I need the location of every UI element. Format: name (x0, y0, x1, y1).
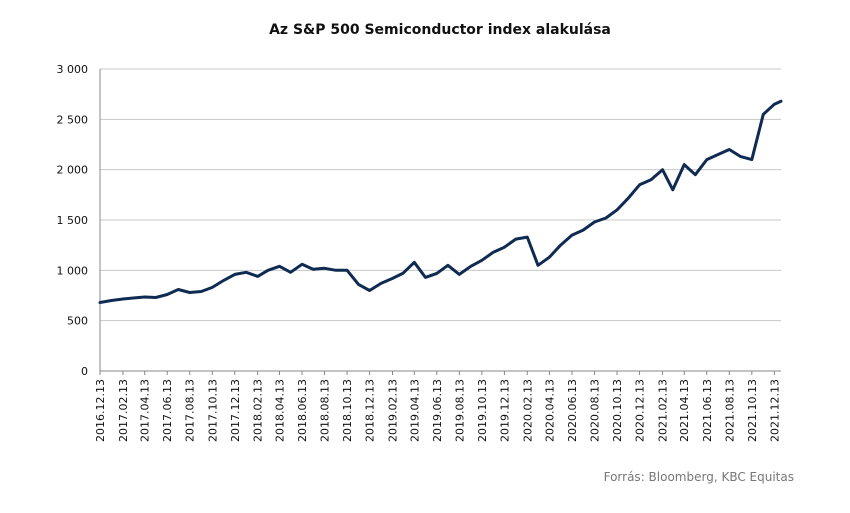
x-tick-label: 2018.04.13 (273, 379, 286, 442)
x-tick-label: 2019.12.13 (498, 379, 511, 442)
x-tick-label: 2018.10.13 (341, 379, 354, 442)
x-tick-label: 2020.02.13 (521, 379, 534, 442)
y-tick-label: 0 (81, 365, 88, 378)
y-tick-label: 1 000 (57, 264, 89, 277)
x-tick-label: 2021.08.13 (723, 379, 736, 442)
axes (99, 69, 781, 372)
x-tick-label: 2020.06.13 (566, 379, 579, 442)
x-tick-label: 2021.12.13 (768, 379, 781, 442)
x-tick-label: 2017.06.13 (161, 379, 174, 442)
x-tick-label: 2017.04.13 (139, 379, 152, 442)
x-tick-label: 2020.10.13 (611, 379, 624, 442)
x-tick-label: 2021.10.13 (746, 379, 759, 442)
x-tick-label: 2021.06.13 (701, 379, 714, 442)
x-tick-label: 2021.04.13 (678, 379, 691, 442)
y-tick-label: 500 (67, 315, 88, 328)
x-tick-label: 2016.12.13 (94, 379, 107, 442)
x-axis-ticks: 2016.12.13 2017.02.13 2017.04.13 2017.06.13… (94, 371, 781, 442)
y-tick-label: 2 500 (57, 113, 89, 126)
x-tick-label: 2017.08.13 (184, 379, 197, 442)
y-tick-label: 2 000 (57, 164, 89, 177)
x-tick-label: 2019.06.13 (431, 379, 444, 442)
x-tick-label: 2018.12.13 (364, 379, 377, 442)
y-tick-label: 1 500 (57, 214, 89, 227)
source-note: Forrás: Bloomberg, KBC Equitas (603, 470, 794, 484)
series-layer (98, 99, 783, 304)
x-tick-label: 2020.12.13 (634, 379, 647, 442)
x-tick-label: 2019.02.13 (386, 379, 399, 442)
x-tick-label: 2018.06.13 (296, 379, 309, 442)
series-line (98, 99, 783, 304)
x-tick-label: 2020.08.13 (589, 379, 602, 442)
x-tick-label: 2021.02.13 (656, 379, 669, 442)
x-tick-label: 2018.08.13 (319, 379, 332, 442)
x-tick-label: 2017.10.13 (206, 379, 219, 442)
x-tick-label: 2018.02.13 (252, 379, 265, 442)
x-tick-label: 2019.04.13 (408, 379, 421, 442)
x-tick-label: 2019.08.13 (453, 379, 466, 442)
x-tick-label: 2019.10.13 (476, 379, 489, 442)
chart-title: Az S&P 500 Semiconductor index alakulása (269, 22, 611, 38)
y-axis-ticks: 0 500 1 000 1 500 2 000 2 500 3 000 (57, 63, 89, 378)
gridlines (100, 68, 781, 322)
x-tick-label: 2020.04.13 (543, 379, 556, 442)
x-tick-label: 2017.02.13 (117, 379, 130, 442)
x-tick-label: 2017.12.13 (229, 379, 242, 442)
y-tick-label: 3 000 (57, 63, 89, 76)
